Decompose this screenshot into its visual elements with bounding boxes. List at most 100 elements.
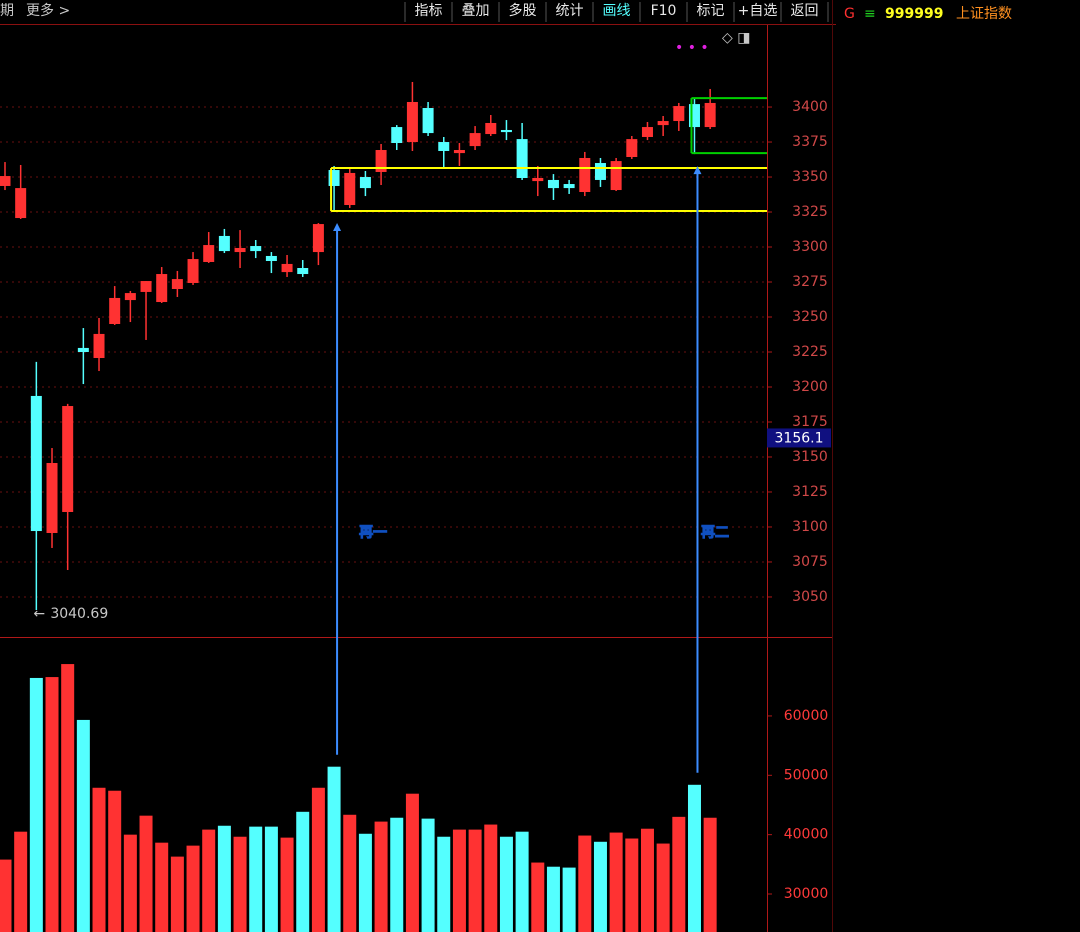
y-tick-label: 3400 xyxy=(792,99,828,115)
candle-body xyxy=(30,395,42,532)
low-label: 3040.69 xyxy=(50,606,108,622)
candle-body xyxy=(532,178,544,182)
candle-body xyxy=(234,247,246,253)
y-tick-label: 60000 xyxy=(784,708,829,724)
volume-bar xyxy=(170,856,184,932)
volume-bar xyxy=(452,829,466,932)
candle-body xyxy=(641,127,653,137)
candle-body xyxy=(46,463,58,533)
candle-body xyxy=(203,245,215,262)
y-tick-label: 3100 xyxy=(792,519,828,535)
volume-bar xyxy=(609,832,623,932)
toolbar-button[interactable]: +自选 xyxy=(738,3,778,19)
candle-body xyxy=(563,184,575,189)
volume-bar xyxy=(484,824,498,932)
annotation: 再二 xyxy=(701,525,729,541)
candle-body xyxy=(124,293,136,301)
y-tick-label: 3225 xyxy=(792,344,828,360)
icon[interactable]: ◇ ◨ xyxy=(722,30,750,46)
volume-bar xyxy=(108,790,122,932)
y-tick-label: 30000 xyxy=(784,886,829,902)
volume-bar xyxy=(92,787,106,932)
annotation: 再一 xyxy=(359,525,387,541)
candle-body xyxy=(485,122,497,135)
volume-bar xyxy=(249,826,263,932)
volume-bar xyxy=(515,831,529,932)
y-tick-label: 50000 xyxy=(784,767,829,783)
candle-body xyxy=(250,246,262,252)
stock-code: 999999 xyxy=(885,6,943,22)
volume-bar xyxy=(374,821,388,932)
candle-body xyxy=(610,161,622,191)
toolbar-button[interactable]: 指标 xyxy=(415,3,443,19)
volume-bar xyxy=(311,787,325,932)
candle-body xyxy=(0,176,11,186)
volume-bar xyxy=(45,677,59,932)
candle-body xyxy=(594,163,606,180)
toolbar-item[interactable]: 期 xyxy=(0,3,14,19)
volume-bar xyxy=(562,867,576,932)
y-tick-label: 3075 xyxy=(792,554,828,570)
toolbar-button[interactable]: 叠加 xyxy=(462,3,490,19)
volume-bar xyxy=(139,815,153,932)
volume-bar xyxy=(531,862,545,932)
candle-body xyxy=(93,333,105,359)
volume-bar xyxy=(123,834,137,932)
candle-body xyxy=(109,297,121,325)
toolbar-button[interactable]: 画线 xyxy=(603,3,631,19)
volume-bar xyxy=(625,838,639,932)
toolbar-item[interactable]: 更多 > xyxy=(26,2,70,19)
volume-bar xyxy=(29,677,43,932)
volume-bar xyxy=(233,836,247,932)
toolbar-button[interactable]: 统计 xyxy=(556,3,584,19)
y-tick-label: 3125 xyxy=(792,484,828,500)
candle-body xyxy=(297,268,309,275)
volume-bar xyxy=(546,866,560,932)
toolbar-button[interactable]: 标记 xyxy=(697,3,725,19)
candle-body xyxy=(265,255,277,262)
prefix: G xyxy=(844,6,855,22)
candle-body xyxy=(626,139,638,158)
volume-bar xyxy=(327,766,341,932)
volume-bar xyxy=(155,842,169,932)
candle-body xyxy=(704,102,716,128)
y-tick-label: 3175 xyxy=(792,414,828,430)
volume-bar xyxy=(264,826,278,932)
candle-body xyxy=(156,274,168,303)
volume-bar xyxy=(656,843,670,932)
candle-body xyxy=(140,281,152,292)
volume-bar xyxy=(390,817,404,932)
y-tick-label: 40000 xyxy=(784,827,829,843)
candle-body xyxy=(328,170,340,186)
stock-name: 上证指数 xyxy=(956,6,1012,22)
y-tick-label: 3325 xyxy=(792,204,828,220)
volume-bar xyxy=(14,831,28,932)
volume-bar xyxy=(499,836,513,932)
low-arrow: ← xyxy=(33,606,45,622)
volume-bar xyxy=(687,784,701,932)
price-tag-label: 3156.1 xyxy=(775,430,824,446)
volume-bar xyxy=(343,814,357,932)
candle-body xyxy=(218,235,230,252)
volume-bar xyxy=(437,836,451,932)
toolbar-button[interactable]: F10 xyxy=(651,3,677,19)
candle-body xyxy=(15,188,27,219)
y-tick-label: 3250 xyxy=(792,309,828,325)
toolbar-button[interactable]: 多股 xyxy=(509,2,537,19)
candle-body xyxy=(77,347,89,352)
volume-bar xyxy=(672,816,686,932)
dots: • • • xyxy=(675,40,709,56)
candle-body xyxy=(344,172,356,206)
candle-body xyxy=(688,104,700,128)
volume-bar xyxy=(421,818,435,932)
candle-body xyxy=(391,127,403,144)
volume-bar xyxy=(186,845,200,932)
volume-bar xyxy=(640,828,654,932)
candle-body xyxy=(673,106,685,122)
y-tick-label: 3200 xyxy=(792,379,828,395)
toolbar-button[interactable]: 返回 xyxy=(791,3,819,19)
volume-bar xyxy=(202,829,216,932)
candle-body xyxy=(171,279,183,290)
menu-icon[interactable]: ≡ xyxy=(864,6,876,22)
